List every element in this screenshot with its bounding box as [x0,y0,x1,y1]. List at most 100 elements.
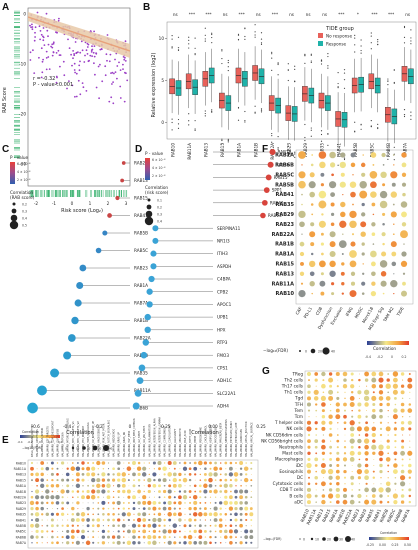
scatter-point [110,72,112,74]
corr-dot [136,517,142,523]
corr-dot [382,212,386,216]
corr-dot [179,468,181,470]
corr-dot [112,518,115,522]
corr-dot [152,461,156,465]
corr-dot [127,501,130,504]
panel-c-x-ticks: -0.6 -0.4 -0.2 0 [32,424,132,429]
corr-dot [126,489,131,494]
col-label: RAB5B [379,508,390,523]
corr-dot [307,469,311,474]
corr-dot [97,507,100,510]
corr-dot [148,496,150,498]
corr-dot [390,171,398,179]
box-outlier [260,38,263,40]
box-outlier [320,63,323,65]
corr-dot [372,470,375,473]
corr-dot [306,371,312,377]
corr-dot [137,512,141,517]
corr-dot [339,161,346,169]
corr-dot [29,500,35,506]
corr-dot [61,524,64,527]
corr-dot [250,467,253,470]
corr-dot [328,377,334,383]
corr-dot [112,541,115,545]
gene-tick-label: RAB13 [204,143,209,157]
box-outlier [360,124,362,126]
panel-c-pvalue-gradient [10,162,15,184]
corr-dot [223,483,228,488]
scatter-point [123,100,126,103]
corr-dot [315,489,317,491]
corr-dot [393,499,398,505]
corr-dot [168,495,172,499]
scatter-point [74,95,76,98]
scatter-point [45,68,48,71]
row-label: RAB29 [276,212,295,218]
box-outlier [370,35,372,37]
corr-dot [240,484,242,487]
panel-e-legend-title: Correlation [22,430,39,434]
y-tick-label: 0 [23,12,26,17]
corr-dot [137,461,141,465]
corr-dot [315,501,317,503]
corr-dot [87,484,89,487]
corr-dot [335,469,340,474]
corr-dot [250,502,252,504]
lollipop-dot [71,316,79,325]
corr-dot [371,426,377,432]
corr-dot [209,467,212,470]
corr-dot [209,541,212,545]
box-outlier [237,119,240,121]
corr-dot [344,391,346,393]
scatter-point [74,41,77,43]
corr-dot [321,439,326,443]
corr-dot [343,378,347,382]
box-outlier [410,29,412,31]
box-outlier [204,112,206,115]
corr-dot [318,151,327,159]
corr-dot [51,541,54,545]
corr-dot [234,489,238,494]
corr-dot [358,434,361,436]
corr-dot [349,438,355,444]
box-outlier [304,123,306,126]
col-label: RAB23 [350,508,361,523]
corr-dot [360,221,367,228]
size-legend-dot [144,216,154,226]
pathway-label: HALLMARK_APICAL_SURFACE [250,422,253,457]
panel-c-letter: C [2,144,9,155]
corr-dot [55,501,60,505]
panel-c-pv-tick-1: 6 × 10⁻⁸ [17,162,31,166]
scatter-point [105,53,108,56]
lollipop-dot [102,230,108,236]
corr-dot [192,512,198,517]
gene-label: RAB41 [270,200,284,205]
corr-dot [199,496,202,499]
box-outlier [354,34,356,36]
corr-dot [408,500,411,504]
scatter-point [57,19,60,22]
corr-dot [131,523,137,528]
panel-a-stat-p: P - value<0.001 [33,82,73,88]
corr-dot [157,512,162,516]
gene-tick-label: RAB15 [220,143,225,157]
corr-dot [67,513,69,515]
corr-dot [329,482,332,486]
corr-dot [152,483,157,488]
corr-dot [35,478,40,483]
corr-dot [117,524,120,527]
box-outlier [343,79,346,81]
corr-dot [178,490,182,493]
gene-tick-label: RAB23 [287,143,292,157]
box-outlier [304,136,306,139]
corr-dot [330,222,335,227]
corr-dot [379,402,383,407]
corr-dot [193,461,197,465]
corr-dot [361,252,365,256]
box-outlier [204,115,206,117]
corr-dot [239,489,244,494]
corr-dot [123,468,125,470]
box-outlier [177,47,180,49]
corr-dot [81,467,85,471]
corr-dot [379,427,383,431]
